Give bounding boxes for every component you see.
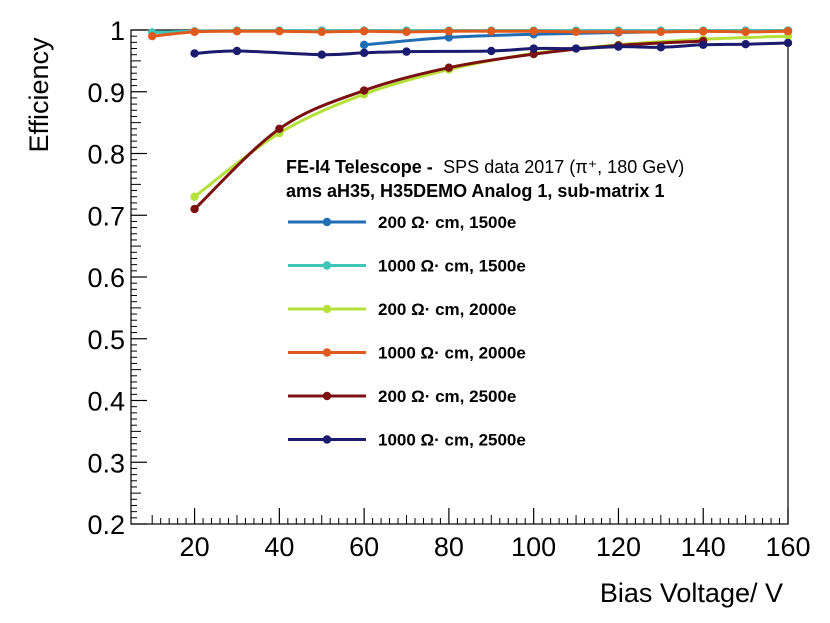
data-point [275,27,284,36]
annotation-telescope-label: FE-I4 Telescope - [286,157,433,177]
annotation-data-label: SPS data 2017 (π⁺, 180 GeV) [443,157,684,177]
legend-swatch-marker [322,348,332,357]
legend-swatch-marker [322,261,332,270]
x-tick-label: 160 [765,532,810,562]
y-tick-label: 0.6 [87,263,125,293]
data-point [699,40,708,50]
legend-swatch-marker [322,304,332,314]
data-point [571,27,581,37]
data-point [402,47,411,56]
data-point [783,38,793,48]
data-point [487,46,496,56]
legend-item: 1000 Ω· cm, 1500e [288,257,526,276]
series-4 [147,27,793,41]
legend-label: 200 Ω· cm, 1500e [378,213,516,232]
plot-frame-border [130,29,789,525]
x-axis-title: Bias Voltage/ V [600,578,783,608]
data-point [444,63,454,72]
y-tick-label: 0.7 [87,201,125,231]
data-point [571,44,581,53]
series-6 [190,38,793,59]
plot-area [130,29,789,525]
legend-label: 200 Ω· cm, 2500e [378,387,516,406]
data-point [614,27,623,37]
data-point [275,124,284,133]
legend-item: 1000 Ω· cm, 2500e [288,431,526,450]
data-point [614,42,623,51]
data-point [317,27,326,37]
legend: 200 Ω· cm, 1500e 1000 Ω· cm, 1500e 200 Ω· … [288,213,526,450]
annotation-line-2: ams aH35, H35DEMO Analog 1, sub-matrix 1 [286,181,664,201]
data-point [190,49,199,58]
x-tick-label: 80 [434,532,464,562]
y-tick-label: 0.2 [87,510,125,540]
axis-ticks: 20 40 60 80 100 120 140 160 0.2 0.3 0.4 0.5 0.6 0.7 0.… [87,16,810,562]
legend-label: 1000 Ω· cm, 2500e [378,431,526,450]
data-point [359,86,369,95]
legend-swatch-marker [322,435,332,444]
y-tick-label: 1 [110,16,125,46]
legend-item: 200 Ω· cm, 2500e [288,387,516,406]
data-point [656,43,666,52]
data-point [699,27,708,36]
x-tick-label: 120 [596,532,641,562]
data-point [656,27,666,37]
data-point [783,27,793,36]
data-point [529,44,538,53]
legend-item: 200 Ω· cm, 2000e [288,300,516,319]
data-point [359,40,369,50]
x-tick-label: 140 [681,532,726,562]
data-point [232,27,242,36]
data-point [190,204,199,214]
data-point [317,50,326,59]
data-point [741,27,750,37]
x-tick-label: 100 [511,532,556,562]
legend-item: 1000 Ω· cm, 2000e [288,344,526,363]
y-tick-label: 0.8 [87,140,125,170]
x-tick-label: 60 [349,532,379,562]
x-tick-label: 40 [264,532,294,562]
legend-item: 200 Ω· cm, 1500e [288,213,516,232]
y-tick-label: 0.5 [87,325,125,355]
annotation-line-1: FE-I4 Telescope - SPS data 2017 (π⁺, 180… [286,157,684,177]
legend-label: 1000 Ω· cm, 2000e [378,344,526,363]
y-tick-label: 0.3 [87,448,125,478]
y-tick-label: 0.4 [87,387,125,417]
data-point [487,27,496,36]
data-point [444,27,454,36]
annotation: FE-I4 Telescope - SPS data 2017 (π⁺, 180… [286,157,684,201]
data-point [444,33,454,42]
data-point [190,192,199,201]
data-point [402,27,411,37]
data-point [741,40,750,49]
x-tick-label: 20 [180,532,210,562]
series-layer [147,26,793,214]
series-line [152,29,789,38]
data-point [147,31,157,41]
data-point [359,27,369,36]
data-point [529,27,538,36]
y-axis-title: Efficiency [24,37,54,153]
data-point [190,27,199,37]
legend-swatch-marker [322,217,332,227]
y-tick-label: 0.9 [87,78,125,108]
data-point [232,46,242,56]
data-point [359,48,369,58]
legend-label: 200 Ω· cm, 2000e [378,300,516,319]
legend-label: 1000 Ω· cm, 1500e [378,257,526,276]
legend-swatch-marker [322,391,332,401]
